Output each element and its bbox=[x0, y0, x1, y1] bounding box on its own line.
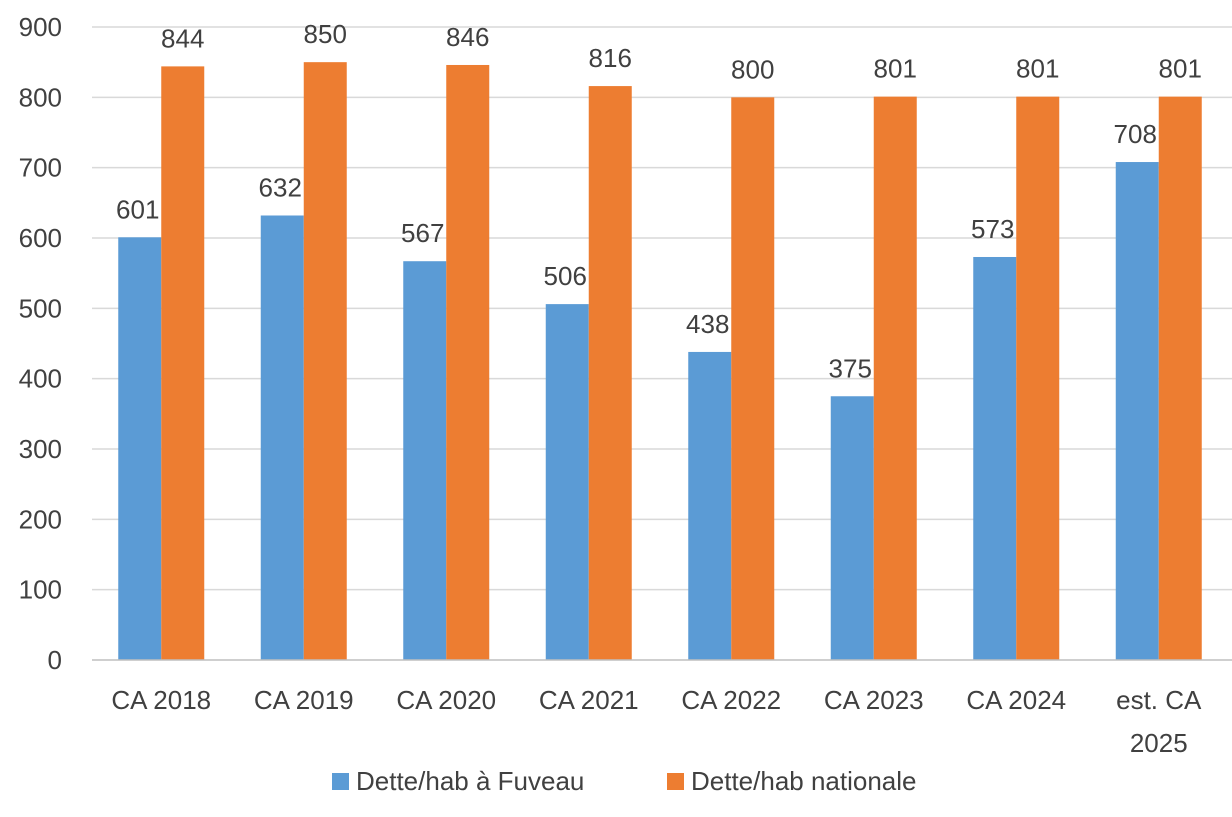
data-label-fuveau: 438 bbox=[686, 309, 729, 339]
data-label-fuveau: 375 bbox=[829, 353, 872, 383]
bar-nationale bbox=[588, 86, 632, 660]
legend-swatch bbox=[667, 773, 684, 790]
y-axis-tick-labels: 0 100 200 300 400 500 600 700 800 900 bbox=[19, 12, 62, 675]
y-tick-label: 900 bbox=[19, 12, 62, 42]
x-category-label: CA 2024 bbox=[966, 685, 1066, 715]
data-label-nationale: 801 bbox=[1016, 54, 1059, 84]
bar-nationale bbox=[1158, 96, 1202, 660]
data-labels: 601 632 567 506 438 375 573 708 844 850 846 816 800 8… bbox=[116, 19, 1202, 383]
y-tick-label: 500 bbox=[19, 293, 62, 323]
x-category-label: est. CA bbox=[1116, 685, 1202, 715]
x-category-label: CA 2019 bbox=[254, 685, 354, 715]
bar-fuveau bbox=[973, 256, 1017, 660]
x-axis-category-labels: CA 2018 CA 2019 CA 2020 CA 2021 CA 2022 CA 20… bbox=[111, 685, 1202, 758]
y-tick-label: 700 bbox=[19, 153, 62, 183]
bar-nationale bbox=[731, 97, 775, 661]
data-label-fuveau: 567 bbox=[401, 218, 444, 248]
data-label-fuveau: 506 bbox=[544, 261, 587, 291]
data-label-nationale: 800 bbox=[731, 54, 774, 84]
bar-fuveau bbox=[688, 351, 732, 660]
data-label-nationale: 816 bbox=[589, 43, 632, 73]
y-tick-label: 200 bbox=[19, 504, 62, 534]
bar-fuveau bbox=[403, 261, 447, 660]
y-tick-label: 400 bbox=[19, 364, 62, 394]
data-label-fuveau: 632 bbox=[259, 172, 302, 202]
x-category-label: CA 2021 bbox=[539, 685, 639, 715]
bar-fuveau bbox=[545, 304, 589, 660]
legend-label: Dette/hab à Fuveau bbox=[356, 766, 584, 796]
data-label-fuveau: 601 bbox=[116, 194, 159, 224]
bar-fuveau bbox=[830, 396, 874, 660]
bar-nationale bbox=[303, 62, 347, 660]
data-label-nationale: 850 bbox=[304, 19, 347, 49]
bar-nationale bbox=[873, 96, 917, 660]
data-label-nationale: 844 bbox=[161, 23, 204, 53]
x-category-label: 2025 bbox=[1130, 728, 1188, 758]
data-label-nationale: 846 bbox=[446, 22, 489, 52]
bar-nationale bbox=[446, 64, 490, 661]
x-category-label: CA 2023 bbox=[824, 685, 924, 715]
y-tick-label: 0 bbox=[48, 645, 62, 675]
data-label-nationale: 801 bbox=[874, 54, 917, 84]
y-tick-label: 100 bbox=[19, 575, 62, 605]
bar-fuveau bbox=[1115, 162, 1159, 661]
y-tick-label: 300 bbox=[19, 434, 62, 464]
y-tick-label: 800 bbox=[19, 82, 62, 112]
y-tick-label: 600 bbox=[19, 223, 62, 253]
legend: Dette/hab à Fuveau Dette/hab nationale bbox=[332, 766, 917, 796]
data-label-fuveau: 708 bbox=[1114, 119, 1157, 149]
bar-nationale bbox=[1016, 96, 1060, 660]
x-category-label: CA 2020 bbox=[396, 685, 496, 715]
x-category-label: CA 2018 bbox=[111, 685, 211, 715]
bars bbox=[118, 62, 1202, 661]
legend-label: Dette/hab nationale bbox=[691, 766, 917, 796]
bar-fuveau bbox=[118, 237, 162, 660]
bar-fuveau bbox=[260, 215, 304, 660]
legend-swatch bbox=[332, 773, 349, 790]
data-label-fuveau: 573 bbox=[971, 214, 1014, 244]
data-label-nationale: 801 bbox=[1159, 54, 1202, 84]
x-category-label: CA 2022 bbox=[681, 685, 781, 715]
bar-nationale bbox=[161, 66, 205, 661]
